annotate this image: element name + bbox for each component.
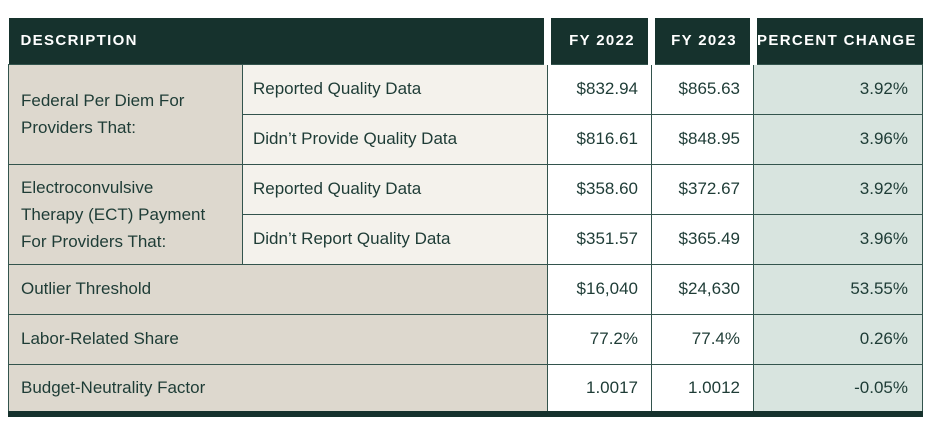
table-row: Electroconvulsive Therapy (ECT) Payment … bbox=[8, 163, 923, 265]
fy2022-value: $358.60 bbox=[547, 163, 652, 215]
payment-rates-table: DESCRIPTION FY 2022 FY 2023 PERCENT CHAN… bbox=[8, 18, 923, 417]
fy2022-value: $832.94 bbox=[547, 63, 652, 115]
fy2022-value: $16,040 bbox=[547, 263, 652, 315]
percent-change-value: 3.92% bbox=[753, 163, 923, 215]
percent-change-value: 3.92% bbox=[753, 63, 923, 115]
row-group-label: Electroconvulsive Therapy (ECT) Payment … bbox=[8, 163, 243, 265]
fy2022-value: $351.57 bbox=[547, 213, 652, 265]
table-row: Didn’t Provide Quality Data $816.61 $848… bbox=[9, 113, 923, 165]
table-row: Labor-Related Share 77.2% 77.4% 0.26% bbox=[8, 313, 923, 365]
table-row: Budget-Neutrality Factor 1.0017 1.0012 -… bbox=[8, 363, 923, 415]
table-row: Outlier Threshold $16,040 $24,630 53.55% bbox=[8, 263, 923, 315]
fy2022-value: 1.0017 bbox=[547, 363, 652, 415]
row-label: Outlier Threshold bbox=[8, 263, 548, 315]
row-group-label: Federal Per Diem For Providers That: bbox=[8, 63, 243, 165]
table-row: Federal Per Diem For Providers That: Rep… bbox=[8, 63, 923, 165]
fy2023-value: $865.63 bbox=[651, 63, 754, 115]
header-fy2022: FY 2022 bbox=[544, 18, 652, 64]
percent-change-value: 3.96% bbox=[753, 113, 923, 165]
percent-change-value: 53.55% bbox=[753, 263, 923, 315]
percent-change-value: 3.96% bbox=[753, 213, 923, 265]
fy2022-value: 77.2% bbox=[547, 313, 652, 365]
table-row: Didn’t Report Quality Data $351.57 $365.… bbox=[9, 213, 923, 265]
fy2023-value: 1.0012 bbox=[651, 363, 754, 415]
header-percent-change: PERCENT CHANGE bbox=[750, 18, 923, 64]
fy2023-value: $365.49 bbox=[651, 213, 754, 265]
header-fy2023: FY 2023 bbox=[648, 18, 754, 64]
row-sub-label: Reported Quality Data bbox=[242, 63, 548, 115]
header-row: DESCRIPTION FY 2022 FY 2023 PERCENT CHAN… bbox=[8, 18, 923, 64]
percent-change-value: 0.26% bbox=[753, 313, 923, 365]
fy2023-value: $24,630 bbox=[651, 263, 754, 315]
fy2023-value: 77.4% bbox=[651, 313, 754, 365]
row-sub-label: Didn’t Provide Quality Data bbox=[242, 113, 548, 165]
row-label: Budget-Neutrality Factor bbox=[8, 363, 548, 415]
row-sub-label: Didn’t Report Quality Data bbox=[242, 213, 548, 265]
row-label: Labor-Related Share bbox=[8, 313, 548, 365]
row-sub-label: Reported Quality Data bbox=[242, 163, 548, 215]
header-description: DESCRIPTION bbox=[8, 18, 548, 64]
fy2023-value: $372.67 bbox=[651, 163, 754, 215]
percent-change-value: -0.05% bbox=[753, 363, 923, 415]
fy2023-value: $848.95 bbox=[651, 113, 754, 165]
fy2022-value: $816.61 bbox=[547, 113, 652, 165]
